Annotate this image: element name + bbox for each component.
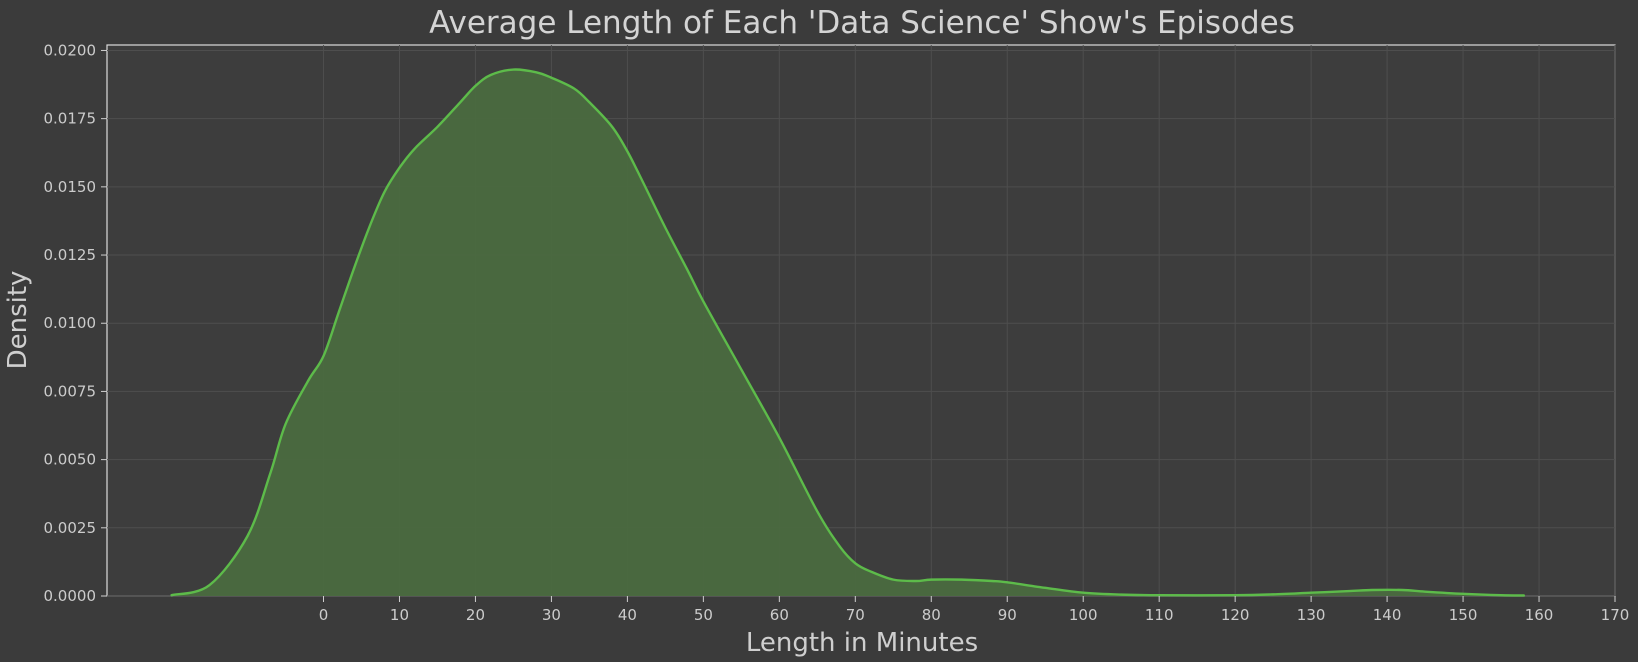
- y-tick-label: 0.0000: [44, 587, 97, 605]
- y-tick-label: 0.0125: [44, 246, 97, 264]
- y-tick-label: 0.0075: [44, 382, 97, 400]
- x-axis-label: Length in Minutes: [746, 628, 978, 658]
- y-tick-label: 0.0175: [44, 110, 97, 128]
- y-tick-label: 0.0050: [44, 451, 97, 469]
- y-axis-ticks: 0.0000 0.0025 0.0050 0.0075 0.0100 0.0125 0.01…: [44, 41, 107, 605]
- x-tick-label: 90: [998, 606, 1017, 624]
- y-tick-label: 0.0150: [44, 178, 97, 196]
- y-tick-label: 0.0100: [44, 314, 97, 332]
- x-tick-label: 140: [1373, 606, 1402, 624]
- chart-title: Average Length of Each 'Data Science' Sh…: [429, 5, 1295, 41]
- x-tick-label: 160: [1525, 606, 1554, 624]
- density-line: [170, 68, 1526, 597]
- x-tick-label: 50: [694, 606, 713, 624]
- x-tick-label: 0: [319, 606, 329, 624]
- x-tick-label: 170: [1601, 606, 1630, 624]
- x-tick-label: 30: [542, 606, 561, 624]
- x-tick-label: 130: [1297, 606, 1326, 624]
- x-tick-label: 110: [1145, 606, 1174, 624]
- x-tick-label: 40: [618, 606, 637, 624]
- x-tick-label: 60: [770, 606, 789, 624]
- density-area-layer: [170, 68, 1526, 597]
- y-axis-label: Density: [3, 271, 33, 370]
- x-tick-label: 10: [390, 606, 409, 624]
- y-tick-label: 0.0200: [44, 41, 97, 59]
- density-area-fill: [171, 69, 1524, 596]
- x-tick-label: 20: [466, 606, 485, 624]
- x-tick-label: 120: [1221, 606, 1250, 624]
- x-axis-ticks: 0 10 20 30 40 50 60 70 80 90 100 110 120 130 140 150 160…: [319, 596, 1630, 624]
- y-tick-label: 0.0025: [44, 519, 97, 537]
- x-tick-label: 80: [922, 606, 941, 624]
- x-tick-label: 100: [1069, 606, 1098, 624]
- x-tick-label: 70: [846, 606, 865, 624]
- x-tick-label: 150: [1449, 606, 1478, 624]
